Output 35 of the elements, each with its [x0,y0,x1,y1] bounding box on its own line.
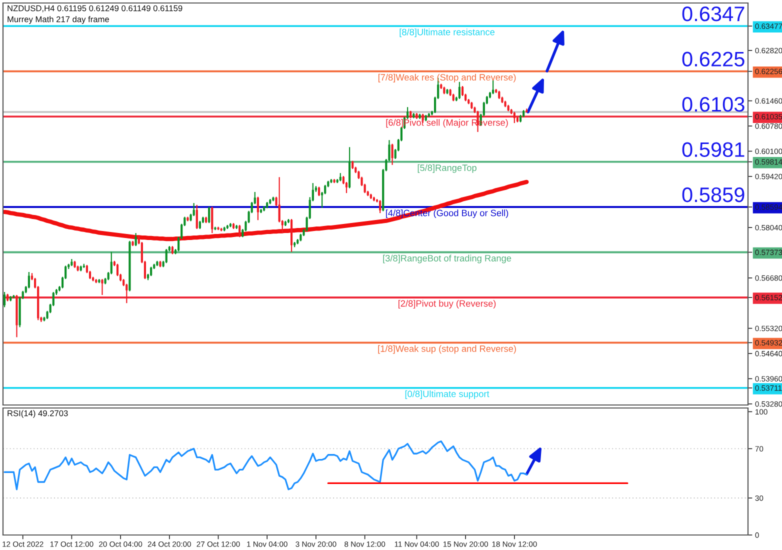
annotation: 0.6347 [682,6,744,22]
ref-line-label: [5/8]RangeTop [418,164,476,173]
annotation: 0.6225 [682,52,744,67]
candlestick [28,271,30,289]
line-series [4,440,528,490]
annotation: 0.5981 [682,142,744,157]
ref-line-label: [0/8]Ultimate support [405,390,490,399]
candlestick [101,278,104,296]
candlestick [150,266,152,277]
annotation: 0.5859 [682,187,744,202]
annotation: 0.6103 [682,96,744,112]
chart-title: RSI(14) 49.2703 [8,410,68,418]
candlestick [391,143,394,166]
candlestick [211,206,214,234]
ref-line-label: [7/8]Weak res (Stop and Reverse) [378,74,516,82]
candlestick [238,224,241,238]
candlestick [126,283,128,304]
ref-line-label: [1/8]Weak sup (stop and Reverse) [378,345,516,354]
candlestick [208,206,210,224]
candlestick [458,81,461,100]
candlestick [165,248,168,264]
candlestick [256,196,259,221]
chart-title: NZDUSD,H4 0.61195 0.61249 0.61149 0.61159 [8,5,182,12]
candlestick [134,232,137,247]
text: Murrey Math 217 day frame [8,16,109,24]
candlestick [3,291,6,308]
ref-line-label: [3/8]RangeBot of trading Range [383,254,512,264]
ref-line-label: [8/8]Ultimate resistance [400,28,495,38]
ref-line-label: [2/8]Pivot buy (Reverse) [398,300,496,309]
candlestick [379,200,382,214]
candlestick [192,202,195,217]
candlestick [318,186,320,197]
candlestick [196,204,198,230]
candlestick [513,111,516,124]
candlestick [461,85,464,97]
